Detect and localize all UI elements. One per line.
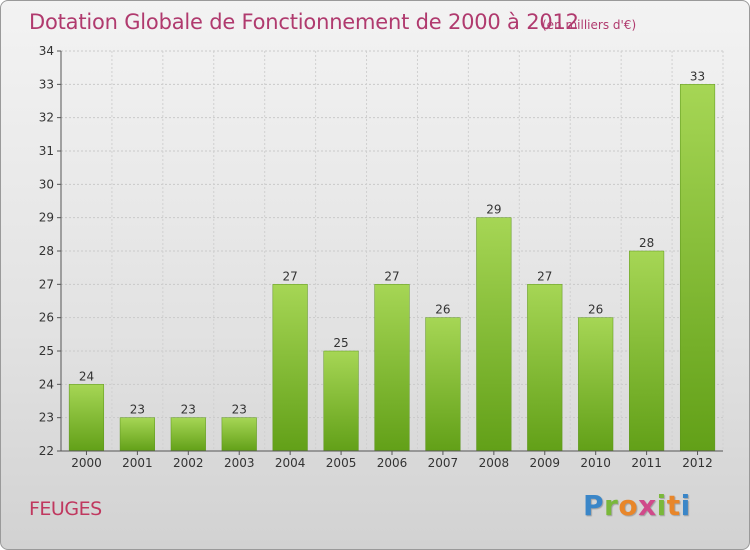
bar-2002 [170,417,206,452]
y-tick-label: 29 [39,211,54,225]
proxiti-logo: Proxiti [583,489,691,522]
bar-value-label: 28 [639,236,654,250]
bar-2012 [679,84,716,452]
y-tick-label: 33 [39,77,54,91]
bar-2007 [425,317,461,452]
bar-value-label: 27 [537,269,552,283]
y-tick-label: 30 [39,177,54,191]
y-tick-label: 32 [39,111,54,125]
bar-2001 [119,417,155,452]
bar-value-label: 24 [79,369,94,383]
bar-2011 [629,250,665,452]
bar-2004 [272,284,308,452]
bar-2006 [374,284,410,452]
y-tick-label: 26 [39,311,54,325]
bar-value-label: 27 [283,269,298,283]
bar-value-label: 26 [435,303,450,317]
x-tick-label: 2000 [71,456,102,470]
chart-unit: (en milliers d'€) [542,18,637,32]
x-tick-label: 2009 [529,456,560,470]
bar-2009 [527,284,563,452]
bar-value-label: 23 [130,403,145,417]
bar-2010 [578,317,614,452]
y-tick-label: 24 [39,377,54,391]
bar-value-label: 29 [486,203,501,217]
bar-value-label: 23 [232,403,247,417]
bar-2000 [68,384,105,452]
chart-title: Dotation Globale de Fonctionnement de 20… [29,10,579,34]
x-tick-label: 2007 [428,456,459,470]
bar-value-label: 25 [333,336,348,350]
y-tick-label: 27 [39,277,54,291]
y-tick-label: 23 [39,411,54,425]
x-tick-label: 2008 [479,456,510,470]
bar-value-label: 23 [181,403,196,417]
commune-name: FEUGES [29,498,102,520]
x-tick-label: 2011 [631,456,662,470]
x-tick-label: 2010 [580,456,611,470]
bar-value-label: 26 [588,303,603,317]
x-tick-label: 2006 [377,456,408,470]
x-tick-label: 2005 [326,456,357,470]
bar-value-label: 27 [384,269,399,283]
bar-2005 [323,350,359,452]
y-tick-label: 25 [39,344,54,358]
x-tick-label: 2002 [173,456,204,470]
x-tick-label: 2001 [122,456,153,470]
bar-2003 [221,417,257,452]
bar-value-label: 33 [690,69,705,83]
bar-2008 [476,217,512,452]
y-tick-label: 22 [39,444,54,458]
x-tick-label: 2004 [275,456,306,470]
y-tick-label: 31 [39,144,54,158]
y-tick-label: 34 [39,44,54,58]
y-tick-label: 28 [39,244,54,258]
x-tick-label: 2003 [224,456,255,470]
x-tick-label: 2012 [682,456,713,470]
